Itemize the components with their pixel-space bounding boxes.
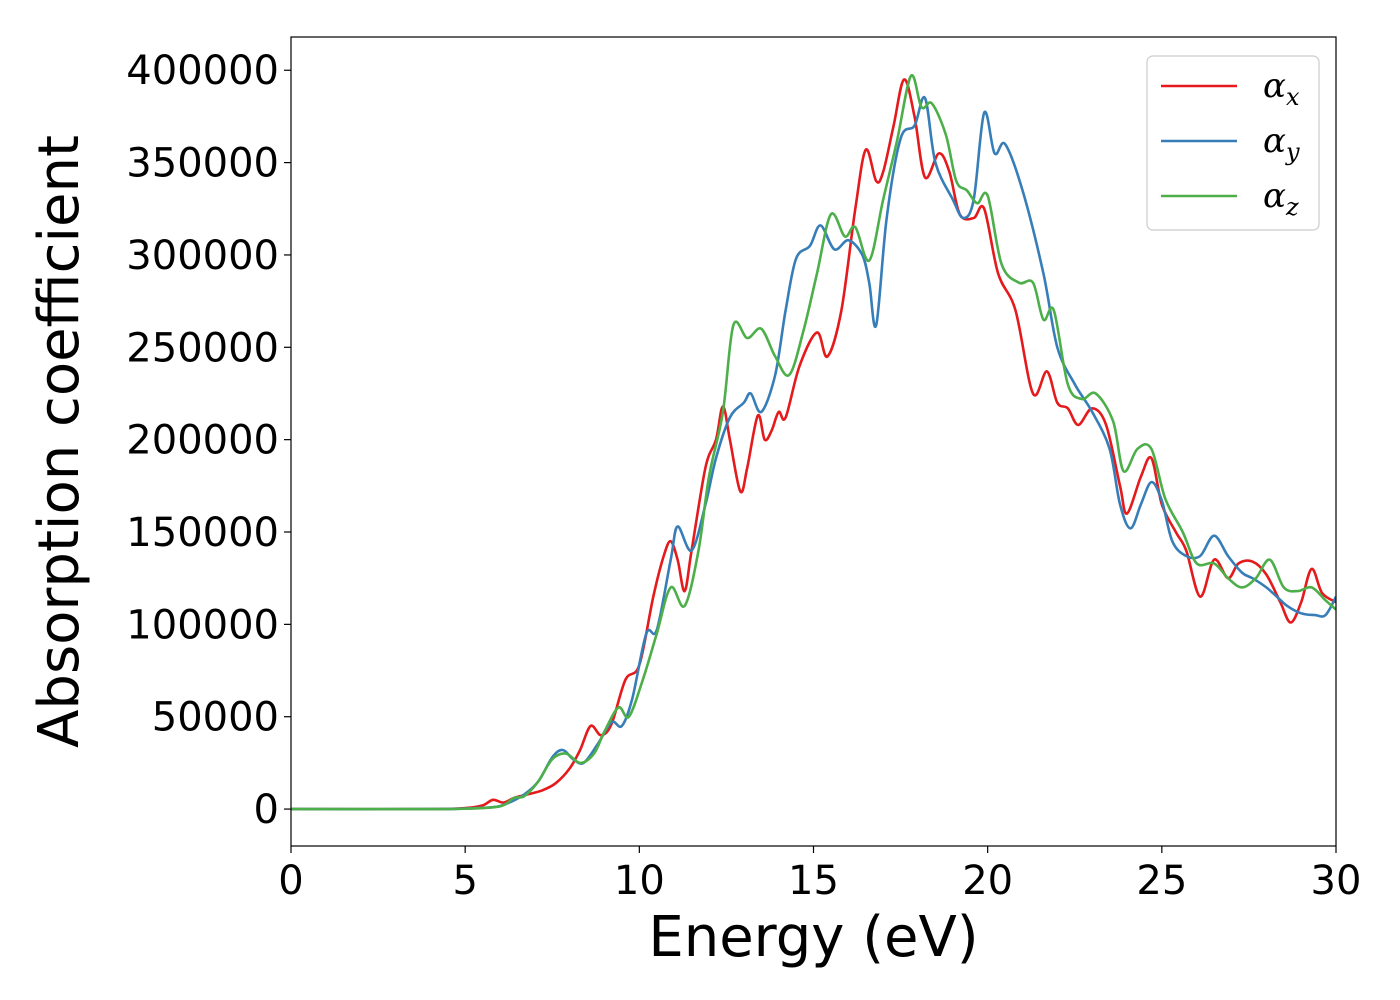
y-axis-ticks: 0 50000 100000 150000 200000 250000 300000 3500… [126,48,291,833]
y-tick-label: 0 [254,787,279,833]
legend-label-y: αy [1263,121,1300,166]
y-tick-label: 200000 [126,418,279,464]
y-tick-label: 350000 [126,141,279,187]
x-tick-label: 25 [1136,858,1187,904]
x-tick-label: 15 [788,858,839,904]
series-line-x [291,78,1336,811]
x-axis-ticks: 0 5 10 15 20 25 30 [278,846,1361,904]
series-line-z [291,74,1336,811]
legend-label-z: αz [1263,176,1299,221]
x-tick-label: 0 [278,858,303,904]
x-axis-title: Energy (eV) [648,905,978,970]
legend-label-x: αx [1263,66,1300,111]
legend-box [1146,55,1320,231]
y-tick-label: 300000 [126,233,279,279]
legend: αx αy αz [1146,55,1320,231]
y-tick-label: 100000 [126,602,279,648]
x-tick-label: 20 [962,858,1013,904]
series-lines [291,74,1336,811]
x-tick-label: 30 [1311,858,1362,904]
x-tick-label: 10 [614,858,665,904]
y-tick-label: 400000 [126,48,279,94]
y-tick-label: 250000 [126,325,279,371]
y-tick-label: 50000 [152,695,279,741]
y-axis-title: Absorption coefficient [27,135,92,748]
y-tick-label: 150000 [126,510,279,556]
x-tick-label: 5 [452,858,477,904]
